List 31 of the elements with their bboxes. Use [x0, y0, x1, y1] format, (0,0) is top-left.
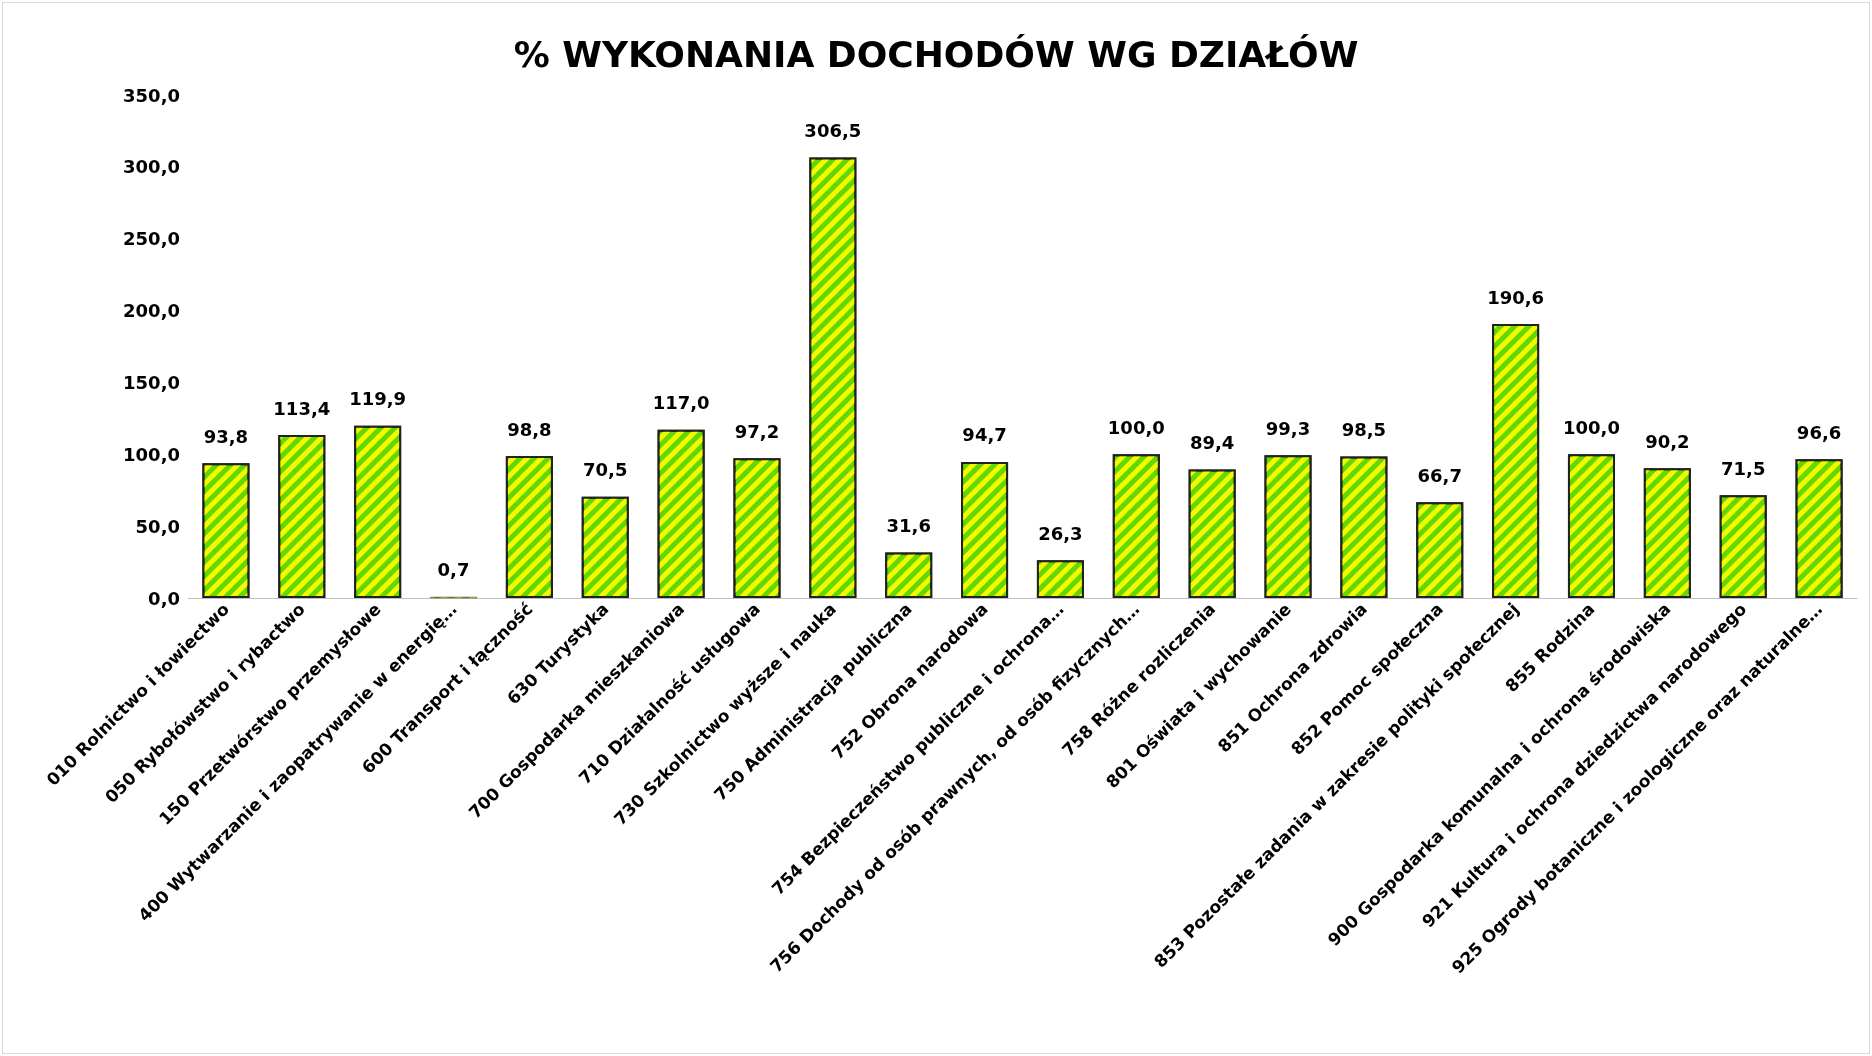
data-label: 97,2: [734, 420, 780, 442]
data-label: 94,7: [962, 424, 1007, 446]
data-label: 26,3: [1038, 522, 1083, 544]
data-label: 66,7: [1417, 464, 1462, 486]
data-label: 99,3: [1265, 417, 1311, 439]
y-tick-label: 50,0: [135, 515, 180, 537]
data-label: 70,5: [583, 459, 628, 481]
data-label: 100,0: [1563, 416, 1620, 438]
data-label: 31,6: [886, 515, 931, 537]
data-label: 96,6: [1796, 421, 1842, 443]
data-label: 98,8: [507, 418, 552, 440]
y-tick-label: 100,0: [123, 443, 180, 465]
y-tick-label: 350,0: [123, 84, 180, 106]
data-label: 100,0: [1107, 416, 1165, 438]
data-label: 306,5: [804, 120, 862, 142]
data-label: 113,4: [273, 397, 331, 419]
chart-title: % WYKONANIA DOCHODÓW WG DZIAŁÓW: [513, 33, 1359, 75]
data-label: 71,5: [1720, 457, 1766, 479]
y-tick-label: 0,0: [148, 587, 180, 609]
data-label: 90,2: [1645, 430, 1690, 452]
data-label: 117,0: [652, 392, 710, 414]
data-label: 89,4: [1189, 432, 1235, 454]
data-label: 98,5: [1341, 418, 1387, 440]
data-label: 0,7: [437, 559, 470, 581]
data-label: 119,9: [349, 388, 407, 410]
y-tick-label: 200,0: [123, 300, 180, 322]
y-tick-label: 250,0: [123, 228, 180, 250]
data-label: 93,8: [203, 425, 249, 447]
y-tick-label: 150,0: [123, 371, 180, 393]
data-label: 190,6: [1487, 286, 1545, 308]
y-tick-label: 300,0: [123, 156, 180, 178]
